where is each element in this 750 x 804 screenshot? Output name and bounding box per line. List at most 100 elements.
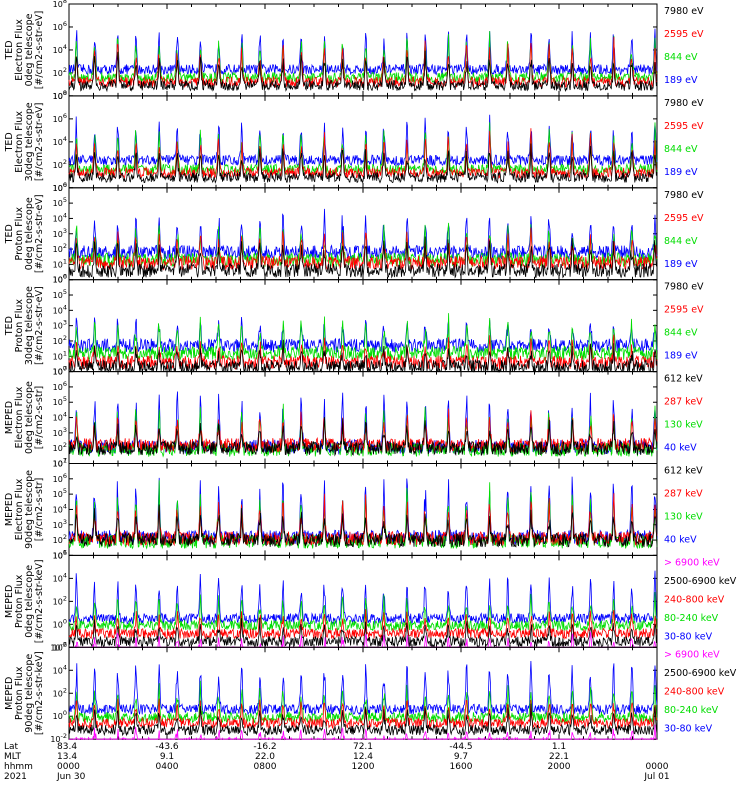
legend-entry: 189 eV (664, 167, 698, 178)
ylabel-line: Proton Flux (14, 574, 25, 628)
y-tick-label: 102 (53, 441, 67, 453)
ylabel-line: 0deg telescope (24, 13, 35, 86)
x-tick-mlt: 9.1 (160, 752, 174, 762)
x-tick-lat: 83.4 (57, 742, 77, 752)
ylabel-line: [#/cm2-s-str-eV] (34, 103, 45, 182)
y-tick-label: 102 (53, 334, 67, 346)
legend-entry: 30-80 keV (664, 631, 713, 642)
y-tick-label: 104 (53, 663, 67, 675)
x-tick-mlt: 13.4 (57, 752, 77, 762)
panel-4: 100 101 102 103 104 105 106 TED Proton Flux 30deg… (4, 273, 704, 377)
panel-8: 10-2 100 102 104 106 MEPED Proton Flux 90deg te… (4, 640, 737, 744)
ylabel-line: 0deg telescope (24, 565, 35, 638)
legend-entry: 189 eV (664, 75, 698, 86)
y-tick-label: 101 (53, 257, 67, 269)
ylabel-line: [#/cm2-s-str-eV] (34, 194, 45, 273)
panel-7: 10-2 100 102 104 106 MEPED Proton Flux 0deg tel… (4, 548, 737, 652)
x-tick-lat: 72.1 (353, 742, 373, 752)
y-tick-label: 107 (53, 365, 67, 377)
x-tick-lat: -44.5 (449, 742, 472, 752)
y-tick-label: 100 (53, 617, 67, 629)
ylabel-line: 30deg telescope (24, 102, 35, 181)
y-tick-label: 101 (53, 349, 67, 361)
series-trace (68, 236, 658, 279)
panel-2: 100 102 104 106 108 TED Electron Flux 30deg tel… (4, 89, 704, 193)
x-tick-hhmm: 2000 (548, 762, 571, 772)
series-trace (68, 680, 658, 724)
y-tick-label: 10-2 (50, 640, 67, 652)
y-tick-label: 105 (53, 395, 67, 407)
y-tick-label: 106 (53, 380, 67, 392)
ylabel-line: [#/cm2-s-str-eV] (34, 11, 45, 90)
y-tick-label: 100 (53, 365, 67, 377)
legend-entry: 287 keV (664, 489, 703, 500)
y-tick-label: 103 (53, 227, 67, 239)
series-trace (68, 208, 658, 260)
legend-entry: 844 eV (664, 52, 698, 63)
legend-entry: 240-800 keV (664, 686, 725, 697)
y-tick-label: 10-2 (50, 732, 67, 744)
y-tick-label: 106 (53, 20, 67, 32)
series-trace (68, 36, 658, 89)
x-tick-hhmm: 0800 (254, 762, 277, 772)
panel-6: 101 102 103 104 105 106 107 MEPED Electron Flux 9… (4, 457, 703, 561)
ylabel-line: 0deg telescope (24, 381, 35, 454)
y-tick-label: 101 (53, 548, 67, 560)
legend-entry: 2500-6900 keV (664, 668, 737, 679)
ylabel-line: [#/cm2-s-str] (34, 386, 45, 449)
ylabel-line: 0deg telescope (24, 197, 35, 270)
y-tick-label: 102 (53, 594, 67, 606)
y-tick-label: 100 (53, 709, 67, 721)
legend-entry: 40 keV (664, 443, 697, 454)
ylabel-line: TED (4, 40, 15, 60)
y-tick-label: 103 (53, 319, 67, 331)
ylabel-line: TED (4, 224, 15, 244)
x-tick-hhmm: 1600 (450, 762, 473, 772)
ylabel-line: MEPED (4, 401, 15, 434)
x-tick-date: Jul 01 (643, 772, 669, 782)
y-tick-label: 107 (53, 457, 67, 469)
y-tick-label: 102 (53, 242, 67, 254)
y-tick-label: 104 (53, 502, 67, 514)
legend-entry: 130 keV (664, 420, 703, 431)
y-tick-label: 103 (53, 518, 67, 530)
series-trace (68, 114, 658, 167)
y-tick-label: 105 (53, 487, 67, 499)
y-tick-label: 106 (53, 273, 67, 285)
ylabel-line: MEPED (4, 677, 15, 710)
x-row-label: Lat (4, 742, 19, 752)
x-row-label: 2021 (4, 772, 27, 782)
y-tick-label: 106 (53, 112, 67, 124)
legend-entry: 844 eV (664, 144, 698, 155)
legend-entry: 2500-6900 keV (664, 576, 737, 587)
y-tick-label: 104 (53, 303, 67, 315)
ylabel-line: 30deg telescope (24, 286, 35, 365)
legend-entry: 240-800 keV (664, 594, 725, 605)
legend-entry: 189 eV (664, 351, 698, 362)
series-trace (69, 724, 657, 741)
y-tick-label: 103 (53, 426, 67, 438)
series-trace (68, 122, 658, 177)
y-tick-label: 106 (53, 472, 67, 484)
series-trace (68, 227, 658, 271)
y-tick-label: 105 (53, 196, 67, 208)
ylabel-line: TED (4, 316, 15, 336)
series-trace (68, 31, 658, 84)
legend-entry: 7980 eV (664, 98, 704, 109)
series-trace (68, 703, 658, 737)
ylabel-line: Electron Flux (14, 111, 25, 173)
series-trace (68, 617, 658, 649)
series-trace (68, 28, 658, 76)
ylabel-line: TED (4, 132, 15, 152)
series-trace (68, 698, 658, 730)
y-tick-label: 106 (53, 640, 67, 652)
y-tick-label: 100 (53, 89, 67, 101)
legend-entry: 80-240 keV (664, 613, 719, 624)
x-row-label: MLT (4, 752, 22, 762)
legend-entry: 2595 eV (664, 213, 704, 224)
ylabel-line: Proton Flux (14, 299, 25, 353)
x-tick-mlt: 22.0 (255, 752, 275, 762)
x-tick-mlt: 9.7 (454, 752, 468, 762)
legend-entry: 2595 eV (664, 305, 704, 316)
